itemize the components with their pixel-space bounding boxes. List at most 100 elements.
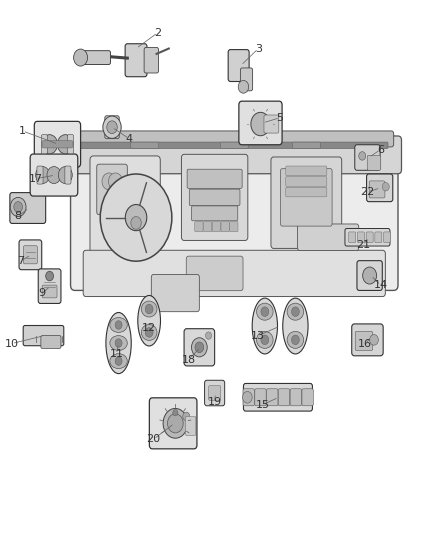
FancyBboxPatch shape	[184, 329, 215, 366]
Text: 22: 22	[360, 187, 374, 197]
Text: 8: 8	[14, 211, 22, 221]
FancyBboxPatch shape	[38, 269, 61, 303]
Circle shape	[261, 307, 269, 317]
Text: 17: 17	[28, 174, 42, 184]
Circle shape	[145, 328, 153, 337]
FancyBboxPatch shape	[286, 187, 327, 197]
FancyBboxPatch shape	[67, 136, 402, 174]
Circle shape	[131, 216, 141, 229]
Circle shape	[109, 173, 123, 190]
Circle shape	[359, 152, 366, 160]
FancyBboxPatch shape	[131, 142, 159, 149]
FancyBboxPatch shape	[208, 385, 221, 400]
FancyBboxPatch shape	[297, 224, 359, 251]
Circle shape	[125, 205, 147, 231]
FancyBboxPatch shape	[366, 232, 373, 243]
Ellipse shape	[252, 298, 278, 354]
Ellipse shape	[257, 303, 273, 320]
FancyBboxPatch shape	[352, 324, 383, 356]
FancyBboxPatch shape	[357, 261, 382, 290]
FancyBboxPatch shape	[187, 169, 242, 188]
Circle shape	[291, 335, 299, 345]
FancyBboxPatch shape	[65, 166, 71, 184]
FancyBboxPatch shape	[255, 389, 266, 406]
Circle shape	[363, 267, 377, 284]
Circle shape	[46, 271, 53, 281]
FancyBboxPatch shape	[97, 164, 127, 215]
FancyBboxPatch shape	[267, 389, 278, 406]
FancyBboxPatch shape	[292, 142, 320, 149]
Text: 21: 21	[356, 240, 370, 250]
FancyBboxPatch shape	[30, 154, 78, 196]
Ellipse shape	[106, 312, 131, 374]
FancyBboxPatch shape	[144, 47, 159, 73]
Text: 20: 20	[146, 434, 161, 445]
FancyBboxPatch shape	[90, 156, 160, 255]
FancyBboxPatch shape	[204, 222, 212, 232]
Text: 5: 5	[277, 112, 284, 123]
FancyBboxPatch shape	[34, 122, 81, 167]
FancyBboxPatch shape	[355, 145, 380, 170]
Circle shape	[74, 49, 88, 66]
Circle shape	[291, 307, 299, 317]
FancyBboxPatch shape	[19, 240, 42, 270]
FancyBboxPatch shape	[302, 389, 313, 406]
Ellipse shape	[141, 325, 157, 341]
FancyBboxPatch shape	[239, 101, 282, 145]
Text: 4: 4	[126, 134, 133, 144]
FancyBboxPatch shape	[369, 181, 385, 198]
FancyBboxPatch shape	[349, 232, 356, 243]
Circle shape	[251, 112, 270, 136]
Circle shape	[243, 391, 252, 403]
Circle shape	[205, 332, 212, 340]
FancyBboxPatch shape	[71, 136, 398, 290]
Text: 13: 13	[251, 330, 265, 341]
FancyBboxPatch shape	[75, 131, 394, 147]
Ellipse shape	[141, 301, 157, 317]
FancyBboxPatch shape	[42, 141, 73, 148]
Ellipse shape	[110, 336, 127, 351]
FancyBboxPatch shape	[212, 222, 220, 232]
FancyBboxPatch shape	[67, 135, 74, 154]
FancyBboxPatch shape	[357, 232, 364, 243]
Circle shape	[14, 201, 22, 212]
Circle shape	[58, 166, 72, 183]
Text: 18: 18	[181, 354, 195, 365]
FancyBboxPatch shape	[230, 222, 238, 232]
Circle shape	[145, 304, 153, 314]
FancyBboxPatch shape	[375, 232, 382, 243]
Circle shape	[102, 173, 116, 190]
Circle shape	[191, 338, 207, 357]
Ellipse shape	[257, 332, 273, 349]
Circle shape	[107, 121, 117, 134]
FancyBboxPatch shape	[10, 192, 46, 223]
FancyBboxPatch shape	[37, 166, 43, 184]
Circle shape	[11, 197, 26, 216]
FancyBboxPatch shape	[240, 68, 253, 91]
FancyBboxPatch shape	[367, 174, 393, 201]
FancyBboxPatch shape	[105, 116, 119, 139]
FancyBboxPatch shape	[191, 206, 238, 221]
FancyBboxPatch shape	[79, 51, 110, 64]
Circle shape	[183, 412, 190, 421]
FancyBboxPatch shape	[228, 50, 249, 82]
Text: 19: 19	[208, 397, 222, 407]
Text: 14: 14	[374, 280, 388, 290]
FancyBboxPatch shape	[271, 157, 342, 248]
Ellipse shape	[287, 332, 304, 349]
Circle shape	[115, 357, 122, 366]
FancyBboxPatch shape	[281, 168, 332, 226]
Text: 11: 11	[110, 349, 124, 359]
FancyBboxPatch shape	[81, 142, 388, 149]
Text: 1: 1	[19, 126, 26, 136]
FancyBboxPatch shape	[189, 189, 240, 206]
FancyBboxPatch shape	[279, 389, 290, 406]
Circle shape	[57, 135, 73, 154]
Text: 10: 10	[5, 338, 18, 349]
FancyBboxPatch shape	[264, 115, 279, 133]
Circle shape	[115, 339, 122, 348]
Circle shape	[47, 166, 61, 183]
Ellipse shape	[138, 295, 160, 346]
FancyBboxPatch shape	[41, 336, 61, 349]
Circle shape	[100, 174, 172, 261]
